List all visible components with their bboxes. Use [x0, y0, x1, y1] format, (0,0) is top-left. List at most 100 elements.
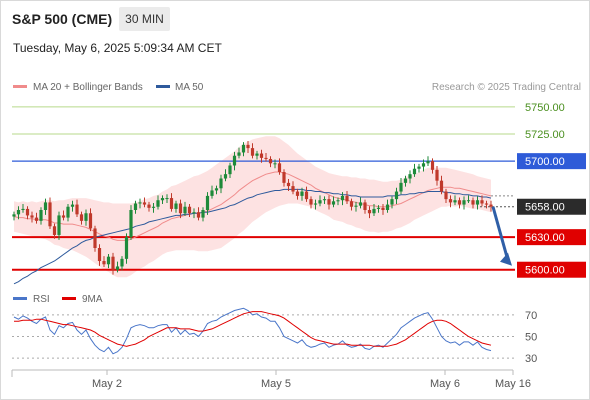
rsi-line: [13, 307, 492, 355]
candle-body: [178, 203, 183, 214]
candle-body: [291, 186, 295, 192]
candle-body: [93, 228, 97, 248]
candle-body: [210, 190, 214, 196]
candles-layer: [12, 141, 493, 275]
candle-body: [88, 213, 93, 229]
rsi-tick-label-30: 30: [525, 353, 537, 365]
candle-body: [435, 169, 439, 181]
candle-body: [430, 161, 435, 170]
candle-body: [295, 191, 300, 196]
timeframe-button[interactable]: 30 MIN: [119, 7, 170, 31]
candle-body: [277, 163, 282, 172]
candle-body: [475, 200, 480, 205]
candle-body: [12, 214, 16, 217]
candle-body: [106, 256, 111, 265]
candle-body: [385, 204, 390, 210]
candle-body: [313, 203, 318, 205]
candle-body: [408, 174, 412, 179]
candle-body: [201, 210, 205, 218]
candle-body: [129, 210, 133, 238]
candle-body: [421, 163, 426, 167]
candle-body: [142, 202, 147, 205]
level-label-5700.00: 5700.00: [525, 156, 565, 168]
rsi-panel: 70 50 30: [12, 307, 537, 365]
candle-body: [327, 199, 331, 205]
candle-body: [250, 148, 255, 156]
candle-body: [160, 198, 165, 201]
candle-body: [25, 208, 30, 216]
candle-body: [75, 204, 79, 215]
level-label-5600.00: 5600.00: [525, 265, 565, 277]
candle-body: [345, 195, 349, 202]
candle-body: [97, 248, 102, 262]
candle-body: [304, 191, 309, 200]
instrument-title: S&P 500 (CME): [12, 11, 113, 27]
candle-body: [30, 215, 34, 218]
legend-label-ma20: MA 20 + Bollinger Bands: [33, 82, 143, 93]
candle-body: [79, 214, 84, 221]
candle-body: [246, 144, 250, 149]
candle-body: [34, 217, 39, 221]
candle-body: [21, 208, 25, 210]
candle-body: [147, 204, 151, 208]
x-tick-label-may16: May 16: [495, 378, 531, 390]
projection-arrow-head: [500, 252, 512, 266]
candle-body: [412, 168, 417, 175]
candle-body: [241, 144, 246, 153]
candle-body: [16, 210, 21, 215]
bollinger-band-layer: [14, 136, 491, 278]
candle-body: [394, 191, 399, 200]
level-labels-layer: 5750.00 5725.00 5700.00 5658.00 5630.00 5600.…: [517, 102, 586, 278]
level-label-5630.00: 5630.00: [525, 232, 565, 244]
candle-body: [273, 163, 277, 165]
candle-body: [480, 200, 484, 204]
level-label-box-5630.00: [517, 229, 586, 246]
legend-label-rsi: RSI: [33, 294, 50, 305]
legend-label-9ma: 9MA: [82, 294, 103, 305]
candle-body: [390, 199, 394, 205]
candle-body: [309, 199, 313, 205]
credit-text: Research © 2025 Trading Central: [432, 82, 581, 93]
candle-body: [282, 172, 286, 183]
candle-body: [268, 158, 273, 164]
rsi-9ma-line: [14, 311, 492, 347]
legend-swatch-9ma: [62, 297, 76, 300]
candle-body: [138, 202, 142, 204]
candle-body: [39, 210, 43, 221]
candle-body: [462, 200, 466, 205]
candle-body: [349, 201, 354, 207]
legend-label-ma50: MA 50: [175, 82, 204, 93]
candle-body: [102, 261, 106, 265]
candle-body: [255, 153, 259, 156]
legend-swatch-rsi: [13, 297, 27, 300]
candle-body: [264, 157, 268, 159]
legend-swatch-ma50: [156, 85, 170, 88]
candle-body: [66, 206, 70, 218]
candle-body: [372, 208, 376, 214]
candle-body: [228, 165, 232, 175]
candle-body: [43, 202, 48, 210]
x-tick-label-may6: May 6: [430, 378, 460, 390]
candle-body: [286, 182, 291, 187]
candle-body: [196, 212, 201, 218]
candle-body: [376, 207, 381, 209]
candle-body: [403, 178, 408, 183]
candle-body: [115, 266, 120, 270]
candle-body: [259, 153, 264, 158]
candle-body: [489, 204, 493, 207]
level-label-box-5600.00: [517, 261, 586, 278]
candle-body: [354, 205, 358, 207]
candle-body: [471, 200, 475, 205]
candle-body: [322, 199, 327, 201]
candle-body: [318, 200, 322, 204]
candle-body: [484, 203, 489, 205]
candle-body: [237, 152, 241, 156]
level-label-5725.00: 5725.00: [525, 129, 565, 141]
candle-body: [367, 210, 372, 214]
candle-body: [219, 178, 223, 189]
candle-body: [57, 215, 61, 235]
level-label-box-5700.00: [517, 153, 586, 170]
candle-body: [187, 206, 192, 214]
candle-body: [52, 226, 57, 235]
